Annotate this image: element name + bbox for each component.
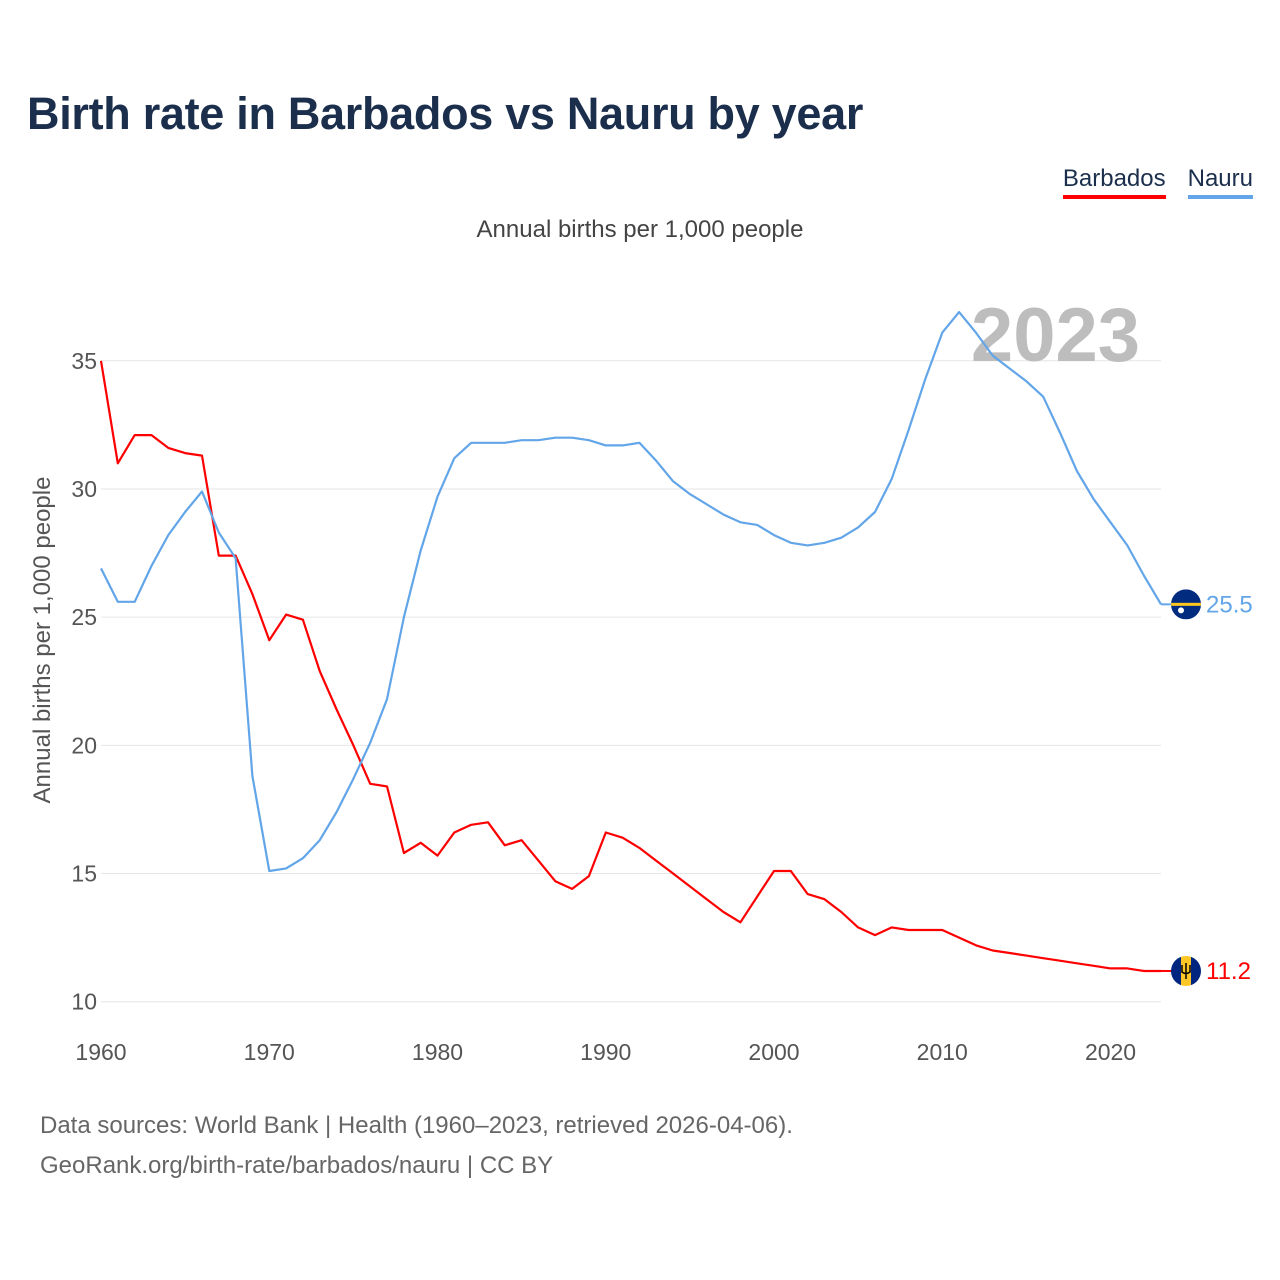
y-tick-label-20: 20 — [71, 732, 97, 758]
end-value-label-nauru: 25.5 — [1206, 591, 1253, 618]
attribution-link[interactable]: GeoRank.org/birth-rate/barbados/nauru | … — [40, 1152, 554, 1179]
current-year-label: 2023 — [971, 293, 1140, 378]
y-tick-label-15: 15 — [71, 861, 97, 887]
series-line-barbados[interactable] — [99, 360, 1161, 973]
x-tick-label-1960: 1960 — [75, 1039, 126, 1065]
y-tick-label-35: 35 — [71, 348, 97, 374]
end-value-label-barbados: 11.2 — [1206, 958, 1251, 985]
barbados-flag-icon — [1171, 955, 1201, 986]
x-tick-label-1970: 1970 — [244, 1039, 295, 1065]
legend-item-barbados[interactable]: Barbados — [1062, 165, 1166, 199]
y-tick-label-30: 30 — [71, 476, 97, 502]
y-tick-label-25: 25 — [71, 604, 97, 630]
legend-item-nauru[interactable]: Nauru — [1187, 165, 1253, 199]
nauru-flag-icon — [1171, 589, 1201, 620]
series-line-nauru[interactable] — [100, 311, 1162, 873]
x-tick-label-1980: 1980 — [412, 1039, 463, 1065]
x-tick-label-2000: 2000 — [748, 1039, 799, 1065]
legend: Barbados Nauru — [1062, 165, 1253, 199]
x-tick-label-2020: 2020 — [1085, 1039, 1136, 1065]
x-tick-label-1990: 1990 — [580, 1039, 631, 1065]
y-tick-label-10: 10 — [71, 989, 97, 1015]
y-axis-label: Annual births per 1,000 people — [29, 477, 56, 804]
data-source-note: Data sources: World Bank | Health (1960–… — [40, 1112, 793, 1139]
x-tick-label-2010: 2010 — [917, 1039, 968, 1065]
footer: Data sources: World Bank | Health (1960–… — [40, 1106, 793, 1186]
chart-title: Birth rate in Barbados vs Nauru by year — [27, 88, 864, 139]
chart-subtitle: Annual births per 1,000 people — [476, 216, 804, 243]
